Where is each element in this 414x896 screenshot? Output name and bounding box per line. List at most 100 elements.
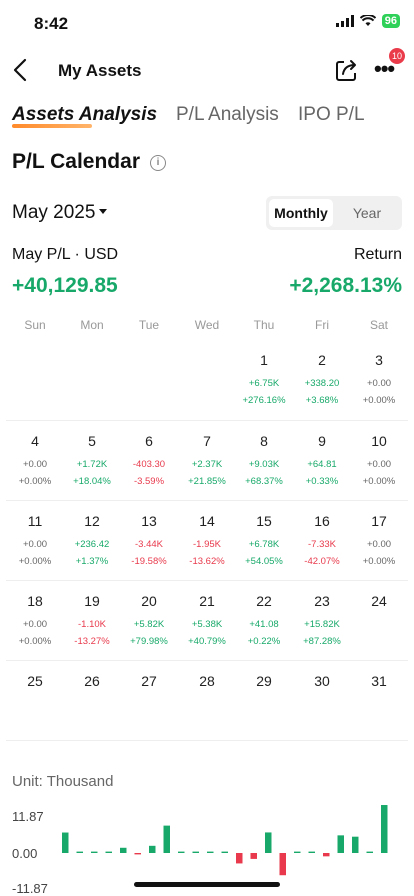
chart-bar[interactable] [236,853,243,864]
chart-bar[interactable] [308,851,316,853]
calendar-day-cell[interactable]: 27 [121,673,177,689]
calendar-day-cell[interactable]: 4 +0.00 +0.00% [7,433,63,487]
chart-bar[interactable] [279,853,287,876]
calendar-day-cell[interactable]: 28 [179,673,235,689]
calendar-day-number: 22 [256,593,272,609]
day-pl-value: +64.81 [307,459,337,470]
pl-label: May P/L · USD [12,246,119,263]
calendar-day-cell[interactable]: 19 -1.10K -13.27% [64,593,120,647]
chart-bar[interactable] [366,851,374,853]
day-pl-value: +1.72K [76,459,108,470]
chart-bar[interactable] [250,853,258,859]
chart-bar[interactable] [323,853,330,857]
chart-bar[interactable] [207,851,214,853]
calendar-day-cell[interactable]: 3 +0.00 +0.00% [351,352,407,406]
chart-bar[interactable] [105,851,113,853]
info-icon[interactable]: i [150,155,166,171]
calendar-day-number: 8 [260,433,268,449]
chart-bar[interactable] [352,836,359,853]
calendar-day-cell[interactable]: 18 +0.00 +0.00% [7,593,63,647]
day-pl-value: +6.75K [248,378,280,389]
day-pl-value: -3.44K [135,539,163,550]
day-pl-value: +15.82K [304,619,340,630]
calendar-day-cell[interactable]: 13 -3.44K -19.58% [121,513,177,567]
day-pl-value: +0.00 [22,459,48,470]
monthly-toggle-button[interactable]: Monthly [269,199,333,227]
calendar-day-cell[interactable]: 24 [351,593,407,609]
calendar-day-cell[interactable]: 5 +1.72K +18.04% [64,433,120,487]
calendar-day-number: 26 [84,673,100,689]
day-pl-percent: +1.37% [75,556,109,567]
calendar-day-cell[interactable]: 23 +15.82K +87.28% [294,593,350,647]
calendar-day-cell[interactable]: 8 +9.03K +68.37% [236,433,292,487]
calendar-day-cell[interactable]: 21 +5.38K +40.79% [179,593,235,647]
chart-bar[interactable] [120,847,127,853]
pl-bar-chart [62,805,388,876]
calendar-day-cell[interactable]: 17 +0.00 +0.00% [351,513,407,567]
day-pl-percent: +68.37% [245,476,283,487]
home-indicator[interactable] [134,882,280,887]
day-pl-percent: +79.98% [130,636,168,647]
calendar-day-cell[interactable]: 20 +5.82K +79.98% [121,593,177,647]
chart-bar[interactable] [91,851,98,853]
tab-pl-analysis[interactable]: P/L Analysis [176,104,279,125]
more-options-icon[interactable]: ••• [374,56,395,81]
calendar-day-cell[interactable]: 26 [64,673,120,689]
calendar-day-number: 6 [145,433,153,449]
chart-bar[interactable] [178,851,185,853]
day-pl-percent: +0.00% [18,636,52,647]
calendar-day-number: 14 [199,513,215,529]
calendar-day-cell[interactable]: 22 +41.08 +0.22% [236,593,292,647]
calendar-day-cell[interactable]: 2 +338.20 +3.68% [294,352,350,406]
calendar-day-cell[interactable]: 16 -7.33K -42.07% [294,513,350,567]
return-label: Return [353,246,402,263]
year-toggle-button[interactable]: Year [352,205,382,221]
chart-bar[interactable] [221,851,229,853]
calendar-day-number: 25 [27,673,43,689]
status-icons: 96 [335,14,400,28]
calendar-day-cell[interactable]: 11 +0.00 +0.00% [7,513,63,567]
calendar-day-cell[interactable]: 6 -403.30 -3.59% [121,433,177,487]
calendar-day-cell[interactable]: 1 +6.75K +276.16% [236,352,292,406]
calendar-day-cell[interactable]: 25 [7,673,63,689]
calendar-day-number: 30 [314,673,330,689]
calendar-day-cell[interactable]: 31 [351,673,407,689]
chart-bar[interactable] [149,845,156,853]
chart-bar[interactable] [192,851,200,853]
chart-bar[interactable] [134,853,142,855]
day-pl-value: +9.03K [248,459,280,470]
chart-bar[interactable] [62,832,69,853]
tab-assets-analysis[interactable]: Assets Analysis [12,104,158,125]
calendar-day-cell[interactable]: 14 -1.95K -13.62% [179,513,235,567]
calendar-day-cell[interactable]: 29 [236,673,292,689]
weekday-label: Wed [194,318,220,332]
calendar-day-cell[interactable]: 7 +2.37K +21.85% [179,433,235,487]
calendar-day-number: 1 [260,352,268,368]
chart-bar[interactable] [265,832,272,853]
day-pl-percent: +0.00% [18,556,52,567]
day-pl-percent: +87.28% [303,636,341,647]
day-pl-value: +338.20 [304,378,340,389]
share-icon[interactable] [334,57,360,83]
chart-bar[interactable] [163,825,171,853]
day-pl-percent: +276.16% [242,395,286,406]
calendar-day-cell[interactable]: 10 +0.00 +0.00% [351,433,407,487]
tab-ipo-pl[interactable]: IPO P/L [298,104,365,125]
chart-bar[interactable] [76,851,84,853]
calendar-day-cell[interactable]: 15 +6.78K +54.05% [236,513,292,567]
calendar-day-number: 31 [371,673,387,689]
back-arrow-icon[interactable] [10,57,34,83]
caret-down-icon[interactable] [99,209,107,214]
notification-badge: 10 [389,48,405,64]
calendar-day-cell[interactable]: 12 +236.42 +1.37% [64,513,120,567]
day-pl-percent: +54.05% [245,556,283,567]
chart-bar[interactable] [294,851,301,853]
row-divider [6,580,408,581]
calendar-day-cell[interactable]: 30 [294,673,350,689]
calendar-day-cell[interactable]: 9 +64.81 +0.33% [294,433,350,487]
day-pl-percent: -13.27% [74,636,110,647]
month-selector[interactable]: May 2025 [12,202,96,223]
chart-bar[interactable] [381,805,388,853]
chart-bar[interactable] [337,835,345,853]
signal-icon [335,15,354,27]
